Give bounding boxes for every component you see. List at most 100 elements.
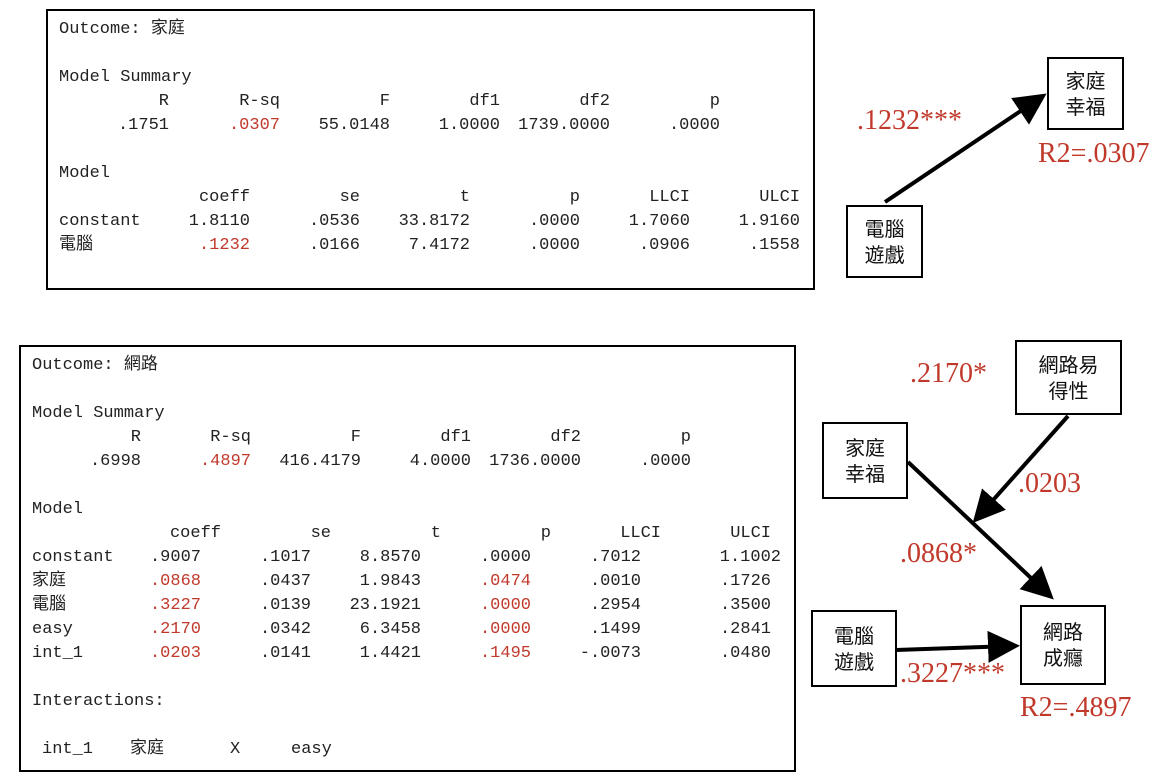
cell-coeff: .0203 — [149, 644, 201, 663]
model-header-ulci-1: ULCI — [759, 188, 800, 207]
model-header-ulci-2: ULCI — [730, 524, 771, 543]
cell-llci: .1499 — [589, 620, 641, 639]
model-header-llci-1: LLCI — [649, 188, 690, 207]
interaction-term: int_1 — [42, 740, 94, 759]
node-family-happiness-1: 家庭 幸福 — [1047, 57, 1124, 130]
summary-value-f-1: 55.0148 — [318, 116, 390, 135]
node-family-happiness-2: 家庭 幸福 — [822, 422, 908, 499]
cell-coeff: .0868 — [149, 572, 201, 591]
summary-value-r-1: .1751 — [117, 116, 169, 135]
cell-t: 33.8172 — [398, 212, 470, 231]
model-header-p-2: p — [540, 524, 551, 543]
summary-value-df1-2: 4.0000 — [409, 452, 471, 471]
summary-value-df1-1: 1.0000 — [438, 116, 500, 135]
cell-ulci: .3500 — [719, 596, 771, 615]
model-title-2: Model — [32, 500, 84, 519]
cell-ulci: .1558 — [748, 236, 800, 255]
outcome-title-1: Outcome: 家庭 — [59, 20, 185, 39]
row-label-computer-1: 電腦 — [59, 236, 93, 255]
cell-coeff: .9007 — [149, 548, 201, 567]
model-summary-title-1: Model Summary — [59, 68, 192, 87]
cell-se: .0166 — [308, 236, 360, 255]
cell-se: .1017 — [259, 548, 311, 567]
cell-coeff: 1.8110 — [188, 212, 250, 231]
row-label-constant-1: constant — [59, 212, 141, 231]
model-header-p-1: p — [569, 188, 580, 207]
summary-value-df2-2: 1736.0000 — [489, 452, 581, 471]
cell-p: .0474 — [479, 572, 531, 591]
cell-se: .0141 — [259, 644, 311, 663]
r-squared-label-1: R2=.0307 — [1038, 138, 1150, 169]
summary-value-p-2: .0000 — [639, 452, 691, 471]
path-coefficient-label-interaction: .0203 — [1018, 468, 1081, 499]
summary-header-p-1: p — [709, 92, 720, 111]
summary-header-r-1: R — [158, 92, 169, 111]
cell-t: 23.1921 — [349, 596, 421, 615]
model-header-llci-2: LLCI — [620, 524, 661, 543]
summary-value-p-1: .0000 — [668, 116, 720, 135]
interaction-var-2: easy — [291, 740, 332, 759]
arrow-family-to-addiction — [906, 460, 1054, 600]
cell-se: .0342 — [259, 620, 311, 639]
cell-t: 7.4172 — [408, 236, 470, 255]
summary-header-df1-1: df1 — [469, 92, 500, 111]
node-computer-games-2: 電腦 遊戲 — [811, 610, 897, 687]
model-title-1: Model — [59, 164, 111, 183]
cell-se: .0139 — [259, 596, 311, 615]
path-coefficient-label-1: .1232*** — [857, 105, 962, 136]
model-header-se-2: se — [310, 524, 331, 543]
interactions-title: Interactions: — [32, 692, 165, 711]
cell-p: .0000 — [479, 620, 531, 639]
node-computer-games-1: 電腦 遊戲 — [846, 205, 923, 278]
regression-output-panel-2 — [19, 345, 796, 772]
cell-t: 1.4421 — [359, 644, 421, 663]
cell-llci: .0906 — [638, 236, 690, 255]
cell-p: .0000 — [528, 212, 580, 231]
interaction-operator: X — [230, 740, 241, 759]
cell-coeff: .3227 — [149, 596, 201, 615]
cell-t: 6.3458 — [359, 620, 421, 639]
summary-value-df2-1: 1739.0000 — [518, 116, 610, 135]
cell-llci: .7012 — [589, 548, 641, 567]
row-label-computer-2: 電腦 — [32, 596, 66, 615]
cell-llci: .0010 — [589, 572, 641, 591]
cell-llci: .2954 — [589, 596, 641, 615]
cell-ulci: 1.9160 — [738, 212, 800, 231]
model-header-coeff-1: coeff — [198, 188, 250, 207]
row-label-constant-2: constant — [32, 548, 114, 567]
summary-value-rsq-1: .0307 — [228, 116, 280, 135]
summary-header-p-2: p — [680, 428, 691, 447]
model-header-se-1: se — [339, 188, 360, 207]
path-coefficient-label-family: .0868* — [900, 538, 977, 569]
cell-ulci: 1.1002 — [719, 548, 781, 567]
node-internet-addiction: 網路 成癮 — [1020, 605, 1106, 685]
cell-ulci: .2841 — [719, 620, 771, 639]
summary-value-r-2: .6998 — [89, 452, 141, 471]
model-summary-title-2: Model Summary — [32, 404, 165, 423]
regression-output-panel-1 — [46, 9, 815, 290]
cell-ulci: .0480 — [719, 644, 771, 663]
model-header-coeff-2: coeff — [169, 524, 221, 543]
arrow-accessibility-to-path — [972, 414, 1070, 523]
outcome-title-2: Outcome: 網路 — [32, 356, 158, 375]
row-label-easy-2: easy — [32, 620, 73, 639]
node-internet-accessibility: 網路易 得性 — [1015, 340, 1122, 415]
cell-se: .0536 — [308, 212, 360, 231]
interaction-var-1: 家庭 — [130, 740, 164, 759]
r-squared-label-2: R2=.4897 — [1020, 692, 1132, 723]
summary-header-df2-2: df2 — [550, 428, 581, 447]
summary-header-r-2: R — [130, 428, 141, 447]
arrow-computer-to-family — [883, 93, 1047, 204]
cell-coeff: .1232 — [198, 236, 250, 255]
summary-value-rsq-2: .4897 — [199, 452, 251, 471]
cell-coeff: .2170 — [149, 620, 201, 639]
cell-p: .0000 — [528, 236, 580, 255]
model-header-t-1: t — [459, 188, 470, 207]
cell-p: .1495 — [479, 644, 531, 663]
arrow-computer-to-addiction — [895, 630, 1020, 663]
cell-t: 8.8570 — [359, 548, 421, 567]
summary-header-df2-1: df2 — [579, 92, 610, 111]
path-coefficient-label-computer: .3227*** — [900, 658, 1005, 689]
cell-p: .0000 — [479, 596, 531, 615]
cell-se: .0437 — [259, 572, 311, 591]
